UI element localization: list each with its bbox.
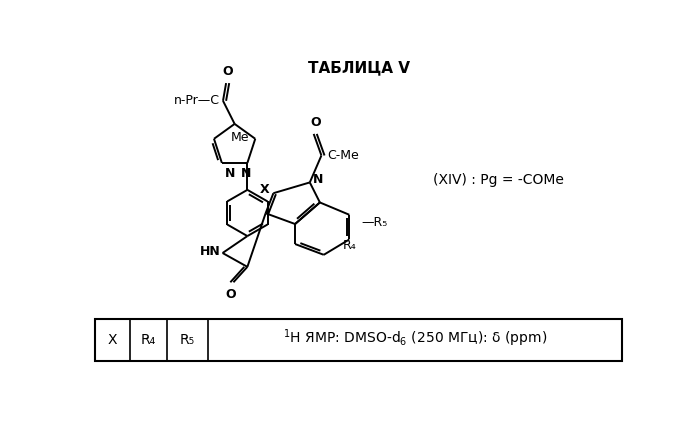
Text: X: X — [108, 333, 117, 347]
Text: O: O — [310, 116, 321, 129]
Text: (XIV) : Pg = -COMe: (XIV) : Pg = -COMe — [433, 173, 563, 187]
Text: ТАБЛИЦА V: ТАБЛИЦА V — [308, 61, 410, 76]
Text: R₄: R₄ — [343, 239, 356, 253]
Bar — [95, 319, 622, 361]
Text: Me: Me — [231, 131, 249, 144]
Text: R₅: R₅ — [180, 333, 195, 347]
Text: N: N — [313, 173, 323, 186]
Text: X: X — [260, 183, 270, 196]
Text: C-Me: C-Me — [327, 149, 359, 162]
Text: N: N — [240, 167, 251, 180]
Text: HN: HN — [199, 245, 220, 258]
Text: $^{1}$H ЯМР: DMSO-d$_{6}$ (250 МГц): δ (ppm): $^{1}$H ЯМР: DMSO-d$_{6}$ (250 МГц): δ (… — [282, 327, 547, 349]
Text: R₄: R₄ — [141, 333, 156, 347]
Text: n-Pr—C: n-Pr—C — [174, 94, 220, 107]
Text: O: O — [226, 288, 236, 301]
Text: —R₅: —R₅ — [361, 216, 387, 229]
Text: N: N — [225, 167, 236, 180]
Text: O: O — [222, 66, 233, 79]
